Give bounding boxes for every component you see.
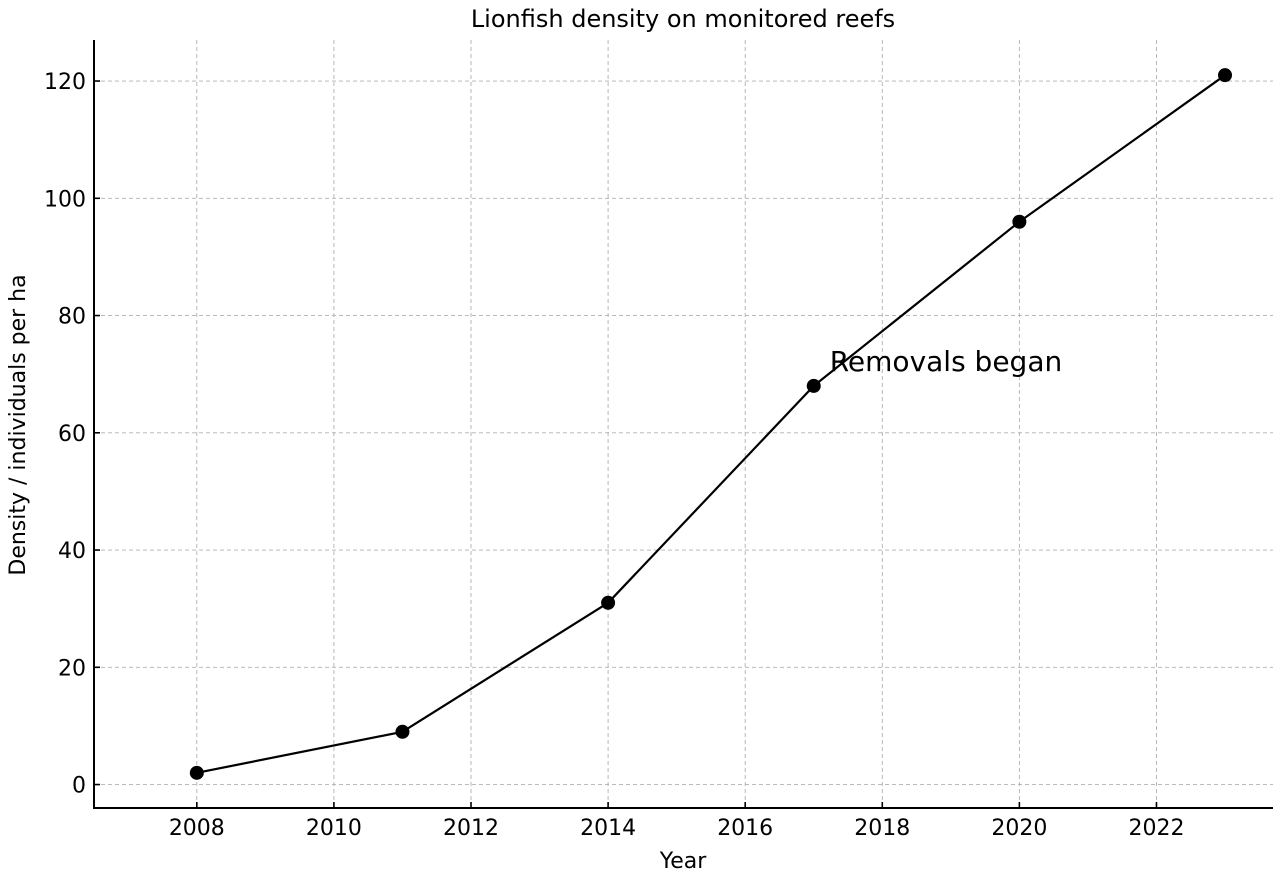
y-axis-ticks: 0 20 40 60 80 100 120 bbox=[44, 70, 100, 799]
x-tick-label: 2022 bbox=[1128, 816, 1184, 841]
x-tick-label: 2010 bbox=[306, 816, 362, 841]
series-line bbox=[196, 74, 1226, 774]
data-point bbox=[395, 724, 410, 739]
y-tick-label: 120 bbox=[44, 70, 86, 95]
x-tick-label: 2016 bbox=[717, 816, 773, 841]
y-tick-label: 20 bbox=[58, 656, 86, 681]
x-axis-ticks: 2008 2010 2012 2014 2016 2018 2020 2022 bbox=[169, 802, 1184, 841]
annotations-group: Removals began bbox=[830, 345, 1063, 378]
y-tick-label: 100 bbox=[44, 187, 86, 212]
y-axis-label: Density / individuals per ha bbox=[6, 274, 31, 575]
x-tick-label: 2012 bbox=[443, 816, 499, 841]
chart-title: Lionfish density on monitored reefs bbox=[471, 5, 895, 33]
x-tick-label: 2018 bbox=[854, 816, 910, 841]
data-point bbox=[806, 378, 821, 393]
y-tick-label: 40 bbox=[58, 539, 86, 564]
data-point bbox=[1012, 214, 1027, 229]
x-axis-label: Year bbox=[659, 849, 708, 874]
y-tick-label: 0 bbox=[72, 774, 86, 799]
series-group bbox=[189, 68, 1233, 780]
x-tick-label: 2008 bbox=[169, 816, 225, 841]
annotation-label: Removals began bbox=[830, 345, 1063, 378]
grid bbox=[94, 40, 1273, 808]
x-tick-label: 2014 bbox=[580, 816, 636, 841]
data-point bbox=[189, 765, 204, 780]
data-point bbox=[601, 595, 616, 610]
y-tick-label: 60 bbox=[58, 422, 86, 447]
y-tick-label: 80 bbox=[58, 305, 86, 330]
x-tick-label: 2020 bbox=[991, 816, 1047, 841]
data-point bbox=[1218, 68, 1233, 83]
